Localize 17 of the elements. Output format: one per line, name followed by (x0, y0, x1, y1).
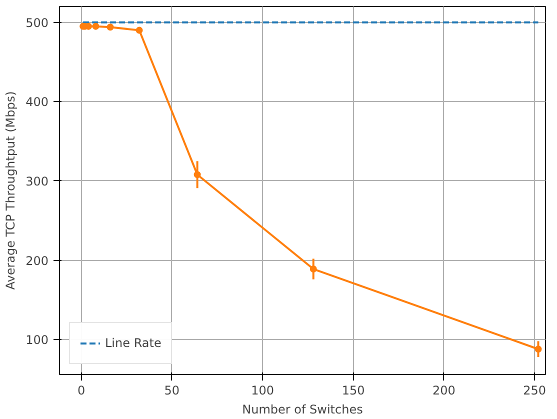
point (136, 26, 143, 34)
point (106, 24, 114, 31)
y-tick-label: 500 (26, 16, 48, 30)
x-axis-title: Number of Switches (242, 402, 363, 416)
point (92, 22, 100, 30)
x-tick-label: 50 (164, 384, 180, 398)
y-tick-label: 200 (26, 254, 48, 268)
y-tick-label: 100 (26, 333, 48, 348)
x-tick-label: 150 (342, 384, 365, 398)
x-tick-label: 100 (251, 384, 274, 398)
x-tick-label: 250 (523, 384, 546, 398)
x-tick-label: 0 (77, 384, 86, 398)
y-axis-title: Average TCP Throughtput (Mbps) (4, 91, 18, 290)
y-tick-label: 300 (26, 174, 48, 188)
x-tick-label: 200 (432, 384, 456, 398)
y-tick-label: 400 (26, 95, 48, 110)
legend-label: Line Rate (105, 336, 162, 350)
